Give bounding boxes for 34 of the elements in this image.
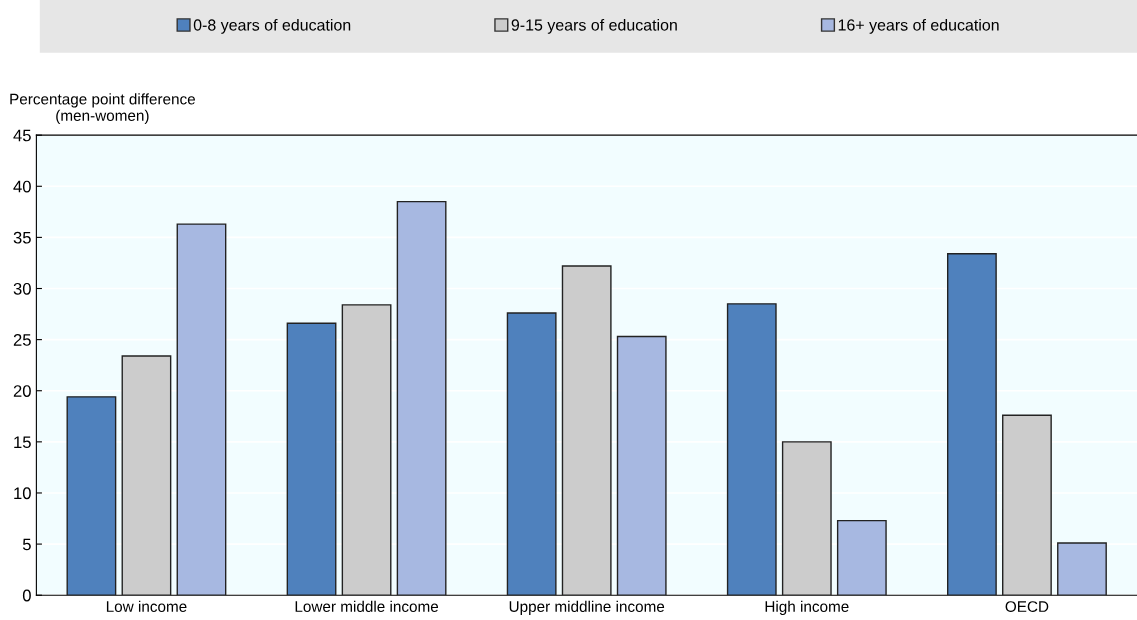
y-tick-label: 10 [14,487,31,500]
bar [506,312,557,596]
legend-label: 0-8 years of education [193,18,351,34]
x-tick-label: High income [765,600,849,615]
bar [341,304,392,596]
legend-label: 9-15 years of education [511,18,677,34]
y-tick-label: 0 [22,589,31,602]
bar [561,265,612,596]
y-tick-label: 40 [13,180,31,193]
y-tick-label: 20 [13,385,31,397]
bar [176,223,227,596]
bar [396,200,447,596]
y-tick-label: 45 [13,129,31,142]
y-tick-label: 5 [22,538,31,551]
y-axis-title: Percentage point difference (men-women) [10,93,195,124]
bar [66,396,117,596]
bar [616,335,667,596]
y-tick-label: 15 [14,436,31,449]
bar [286,322,337,596]
y-tick-label: 25 [13,334,31,346]
y-tick-label: 35 [13,231,31,244]
x-tick-label: Upper middline income [509,600,665,615]
bar [946,253,997,596]
x-tick-label: Low income [106,600,187,612]
bar [836,519,887,596]
legend-label: 16+ years of education [838,18,999,34]
bar [1002,414,1052,596]
x-tick-label: OECD [1005,601,1049,612]
bar [121,355,172,596]
y-tick-label: 30 [13,282,31,295]
bar [1057,542,1107,596]
x-tick-label: Lower middle income [295,600,439,612]
bar [726,303,777,596]
bar [781,441,832,596]
